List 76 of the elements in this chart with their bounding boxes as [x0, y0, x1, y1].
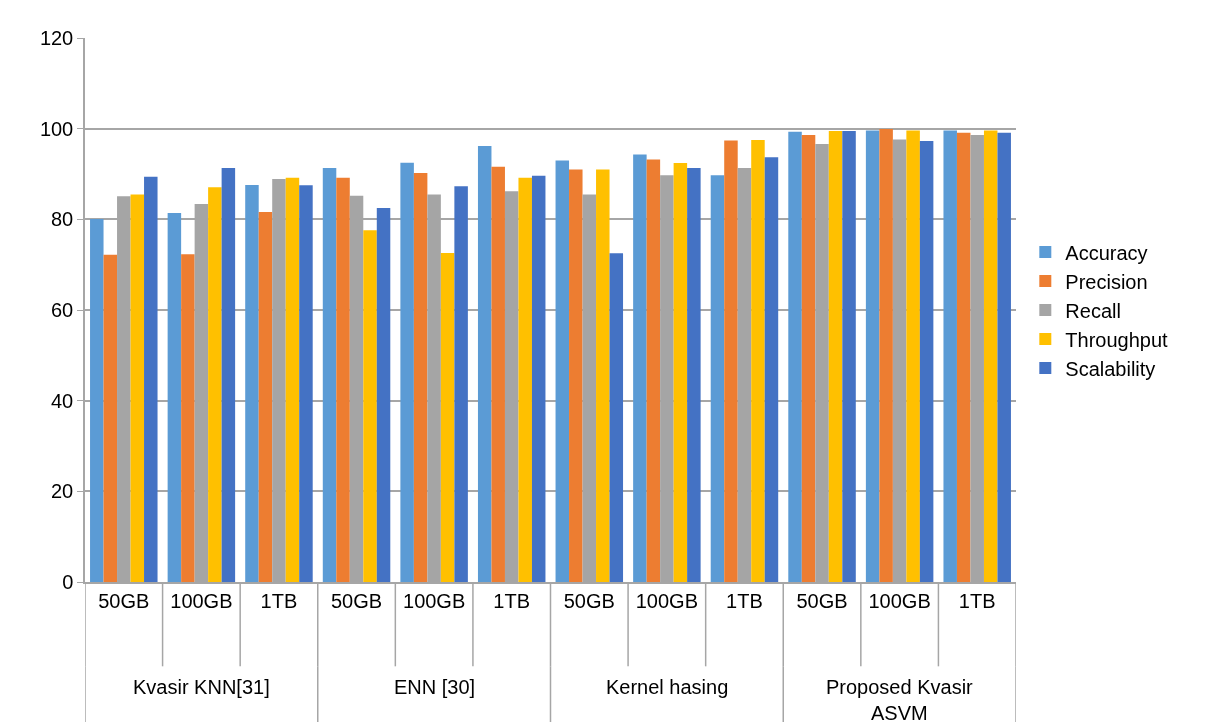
x-tick-label: 50GB [796, 589, 848, 612]
legend-label: Scalability [1065, 357, 1156, 380]
bar [596, 169, 610, 582]
bar [336, 177, 350, 582]
x-tick-label: 50GB [330, 589, 383, 612]
bar [997, 132, 1011, 582]
bar [208, 187, 222, 582]
bar [801, 135, 816, 582]
x-tick-label: 1TB [958, 589, 996, 612]
text: ENN [30] [394, 676, 476, 698]
legend-label: Precision [1065, 270, 1148, 293]
bar [646, 159, 661, 582]
bar [299, 185, 313, 582]
y-tick-label: 40 [51, 389, 74, 412]
bar [687, 168, 701, 582]
bar [673, 163, 688, 582]
text: Proposed Kvasir ASVM [826, 676, 974, 722]
bar [130, 194, 145, 582]
x-tick-label: 100GB [868, 589, 931, 612]
bar [144, 176, 158, 582]
bar [764, 157, 779, 582]
x-tick-label: 100GB [403, 589, 466, 612]
bar [879, 129, 893, 582]
bar [828, 130, 843, 582]
x-tick-label: 100GB [170, 589, 233, 612]
x-tick-label: 1TB [493, 589, 531, 612]
legend-label: Accuracy [1065, 241, 1148, 264]
y-tick-label: 80 [51, 208, 74, 231]
y-tick-label: 120 [39, 27, 74, 49]
y-tick-label: 0 [62, 571, 74, 593]
text: Kernel hasing [606, 676, 729, 698]
bar [865, 130, 880, 582]
bar [956, 132, 971, 582]
bar [788, 131, 802, 582]
bar [167, 212, 182, 582]
bar [724, 140, 738, 582]
bar [363, 230, 377, 582]
x-tick-label: 50GB [563, 589, 615, 612]
bar [555, 160, 570, 582]
x-tick-label: 100GB [635, 589, 698, 612]
legend-label: Throughput [1065, 328, 1169, 351]
bar [90, 218, 104, 582]
bar [440, 252, 455, 582]
bar [413, 173, 428, 582]
y-tick-label: 100 [39, 117, 74, 140]
text: Kvasir KNN[31] [133, 676, 270, 698]
y-tick-label: 20 [51, 480, 74, 503]
bar [400, 162, 414, 582]
bar [943, 130, 957, 582]
bar [518, 177, 532, 582]
bar [376, 208, 391, 582]
bar [569, 169, 583, 582]
bar [245, 184, 259, 582]
bar [181, 254, 195, 582]
bar [710, 175, 725, 582]
bar [531, 175, 546, 582]
y-tick-label: 60 [51, 299, 74, 321]
bar [454, 186, 468, 582]
bar [322, 168, 337, 582]
bar [906, 130, 920, 582]
bar [751, 140, 765, 582]
bar [285, 177, 300, 582]
bar [103, 254, 118, 582]
bar [983, 130, 998, 582]
bar [609, 253, 624, 582]
bar [633, 154, 647, 582]
x-tick-label: 1TB [726, 589, 763, 612]
bar [221, 168, 236, 582]
x-tick-label: 1TB [260, 589, 298, 612]
legend-label: Recall [1065, 299, 1121, 322]
bar [477, 145, 492, 582]
x-tick-label: 50GB [98, 589, 150, 612]
bar [919, 140, 934, 582]
bar [258, 212, 273, 582]
bar [491, 166, 505, 582]
bar [842, 130, 856, 582]
